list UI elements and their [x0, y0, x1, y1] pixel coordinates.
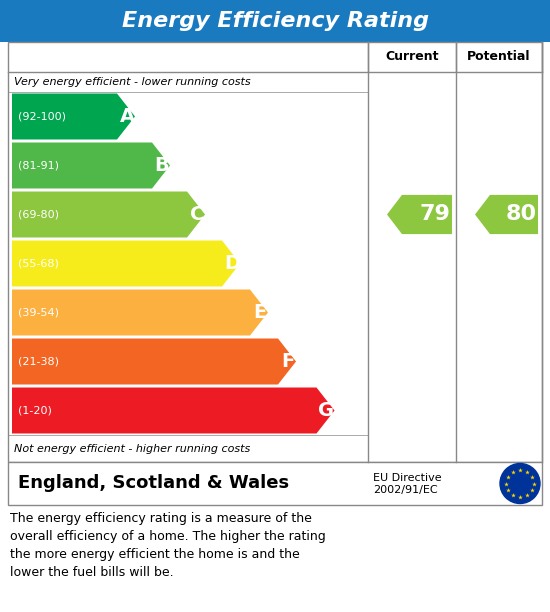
Polygon shape	[12, 94, 135, 140]
Text: Potential: Potential	[468, 51, 531, 64]
Text: B: B	[155, 156, 169, 175]
Text: 79: 79	[419, 204, 450, 225]
Text: (39-54): (39-54)	[18, 307, 59, 318]
Polygon shape	[387, 195, 452, 234]
Polygon shape	[12, 192, 205, 237]
Text: England, Scotland & Wales: England, Scotland & Wales	[18, 474, 289, 493]
Text: (21-38): (21-38)	[18, 357, 59, 367]
Text: (81-91): (81-91)	[18, 160, 59, 171]
Polygon shape	[12, 143, 170, 188]
Text: EU Directive: EU Directive	[373, 473, 442, 483]
Polygon shape	[12, 289, 268, 335]
Text: (92-100): (92-100)	[18, 111, 66, 122]
Text: E: E	[254, 303, 267, 322]
Text: F: F	[282, 352, 295, 371]
Text: D: D	[224, 254, 240, 273]
Text: (69-80): (69-80)	[18, 209, 59, 220]
Text: (55-68): (55-68)	[18, 258, 59, 269]
Bar	[8, 42, 542, 462]
Polygon shape	[12, 338, 296, 384]
Bar	[0, 0, 550, 42]
Text: The energy efficiency rating is a measure of the
overall efficiency of a home. T: The energy efficiency rating is a measur…	[10, 512, 326, 579]
Text: 80: 80	[506, 204, 537, 225]
Bar	[8, 462, 542, 505]
Text: G: G	[318, 401, 334, 420]
Text: A: A	[119, 107, 135, 126]
Text: Energy Efficiency Rating: Energy Efficiency Rating	[122, 11, 428, 31]
Polygon shape	[12, 387, 334, 433]
Text: (1-20): (1-20)	[18, 406, 52, 416]
Polygon shape	[12, 241, 240, 286]
Text: C: C	[190, 205, 204, 224]
Text: 2002/91/EC: 2002/91/EC	[373, 485, 438, 495]
Circle shape	[500, 463, 540, 504]
Text: Not energy efficient - higher running costs: Not energy efficient - higher running co…	[14, 444, 250, 453]
Text: Current: Current	[385, 51, 439, 64]
Text: Very energy efficient - lower running costs: Very energy efficient - lower running co…	[14, 77, 251, 87]
Polygon shape	[475, 195, 538, 234]
